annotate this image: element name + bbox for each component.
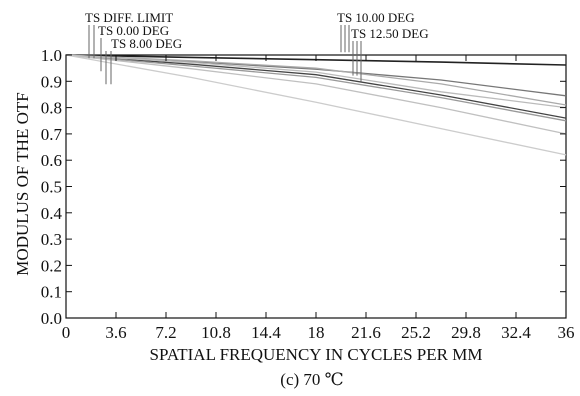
y-tick-label: 0.8 — [41, 99, 62, 118]
series-line — [65, 54, 567, 106]
y-tick-label: 1.0 — [41, 46, 62, 65]
legend-label: TS 8.00 DEG — [111, 36, 182, 51]
series-layer — [65, 54, 567, 156]
series-line — [65, 54, 567, 122]
plot-border — [65, 54, 567, 319]
y-tick-label: 0.3 — [41, 230, 62, 249]
x-tick-label: 29.8 — [451, 323, 481, 342]
x-tick-label: 18 — [308, 323, 325, 342]
legend-label: TS DIFF. LIMIT — [85, 10, 173, 25]
plot-frame — [65, 54, 567, 319]
y-tick-label: 0.5 — [41, 178, 62, 197]
x-tick-label: 36 — [558, 323, 575, 342]
y-axis-title: MODULUS OF THE OTF — [13, 92, 32, 275]
x-tick-label: 14.4 — [251, 323, 281, 342]
x-tick-label: 25.2 — [401, 323, 431, 342]
y-tick-label: 0.6 — [41, 151, 62, 170]
series-line — [65, 54, 567, 119]
y-tick-label: 0.4 — [41, 204, 63, 223]
y-tick-label: 0.1 — [41, 283, 62, 302]
ticks-layer: 0 3.6 7.2 10.8 14.4 18 21.6 25.2 29.8 32.4 36 0.0 0.… — [41, 46, 575, 342]
y-tick-label: 0.7 — [41, 125, 63, 144]
x-tick-label: 21.6 — [351, 323, 381, 342]
y-tick-label: 0.2 — [41, 256, 62, 275]
x-tick-label: 3.6 — [105, 323, 126, 342]
y-tick-label: 0.0 — [41, 309, 62, 328]
x-tick-label: 10.8 — [201, 323, 231, 342]
legend-label: TS 10.00 DEG — [337, 10, 415, 25]
figure-caption: (c) 70 ℃ — [280, 370, 343, 389]
legend-label: TS 12.50 DEG — [351, 26, 429, 41]
y-tick-label: 0.9 — [41, 72, 62, 91]
x-tick-label: 32.4 — [501, 323, 531, 342]
series-line — [65, 54, 567, 109]
x-tick-label: 7.2 — [155, 323, 176, 342]
legend-label: TS 0.00 DEG — [98, 23, 169, 38]
series-line — [65, 54, 567, 156]
x-axis-title: SPATIAL FREQUENCY IN CYCLES PER MM — [150, 345, 483, 364]
series-line — [65, 54, 567, 135]
x-tick-label: 0 — [62, 323, 71, 342]
